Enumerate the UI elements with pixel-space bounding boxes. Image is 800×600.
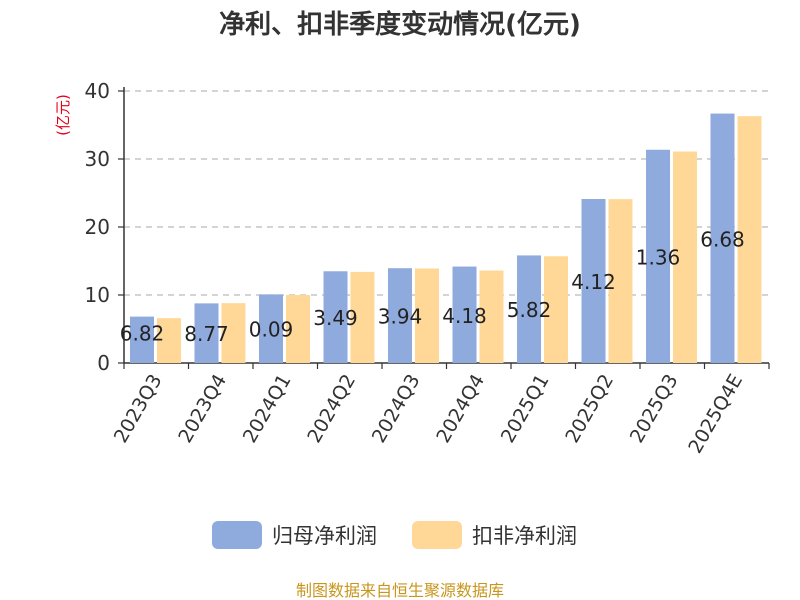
x-tick-label: 2023Q3	[110, 371, 167, 447]
data-label: 4.18	[442, 304, 487, 328]
x-tick-label: 2023Q4	[174, 371, 231, 447]
x-tick-label: 2024Q1	[239, 371, 296, 447]
legend-swatch	[212, 521, 262, 549]
bar-deducted-net-profit	[544, 256, 568, 363]
legend-label: 归母净利润	[272, 524, 377, 548]
data-label: 4.12	[571, 270, 616, 294]
y-tick-label: 0	[97, 351, 110, 375]
x-tick-label: 2024Q3	[368, 371, 425, 447]
gridlines	[124, 90, 769, 296]
y-tick-label: 20	[85, 215, 110, 239]
y-tick-label: 10	[85, 283, 110, 307]
data-label: 6.68	[700, 227, 745, 251]
bar-net-profit	[581, 198, 606, 363]
bar-net-profit	[517, 255, 541, 363]
bar-net-profit	[194, 303, 219, 363]
bar-deducted-net-profit	[673, 151, 697, 363]
bar-deducted-net-profit	[221, 303, 246, 363]
bar-deducted-net-profit	[415, 268, 439, 363]
source-note: 制图数据来自恒生聚源数据库	[296, 581, 504, 600]
bar-deducted-net-profit	[157, 318, 181, 363]
bar-net-profit	[130, 316, 154, 363]
bar-deducted-net-profit	[286, 295, 310, 363]
y-axis-label: (亿元)	[54, 94, 72, 136]
x-tick-label: 2024Q4	[432, 371, 489, 447]
bars	[130, 113, 762, 364]
x-tick-label: 2025Q2	[561, 371, 618, 447]
data-label: 6.82	[120, 322, 165, 346]
bar-deducted-net-profit	[350, 271, 375, 363]
bar-deducted-net-profit	[608, 199, 633, 363]
x-tick-label: 2025Q3	[626, 371, 683, 447]
bar-net-profit	[646, 149, 670, 363]
bar-net-profit	[452, 266, 477, 363]
chart-title: 净利、扣非季度变动情况(亿元)	[219, 9, 581, 40]
bar-net-profit	[259, 294, 283, 363]
legend: 归母净利润 扣非净利润	[212, 521, 577, 549]
data-label: 3.49	[313, 306, 358, 330]
data-label: 3.94	[378, 305, 423, 329]
legend-swatch	[412, 521, 462, 549]
legend-label: 扣非净利润	[472, 524, 577, 548]
bar-deducted-net-profit	[737, 116, 762, 363]
y-tick-label: 30	[85, 147, 110, 171]
bar-deducted-net-profit	[479, 270, 504, 363]
data-labels: 6.82 8.77 0.09 3.49 3.94 4.18 5.82 4.12 1.36 6.68	[120, 227, 745, 346]
bar-net-profit	[710, 113, 735, 364]
data-label: 0.09	[249, 318, 294, 342]
data-label: 1.36	[636, 245, 681, 269]
x-tick-label: 2025Q1	[497, 371, 554, 447]
bar-net-profit	[323, 271, 348, 363]
x-tick-label: 2025Q4E	[684, 371, 747, 458]
bar-net-profit	[388, 268, 412, 363]
y-tick-label: 40	[85, 79, 110, 103]
data-label: 8.77	[184, 322, 229, 346]
data-label: 5.82	[507, 298, 552, 322]
x-tick-label: 2024Q2	[303, 371, 360, 447]
